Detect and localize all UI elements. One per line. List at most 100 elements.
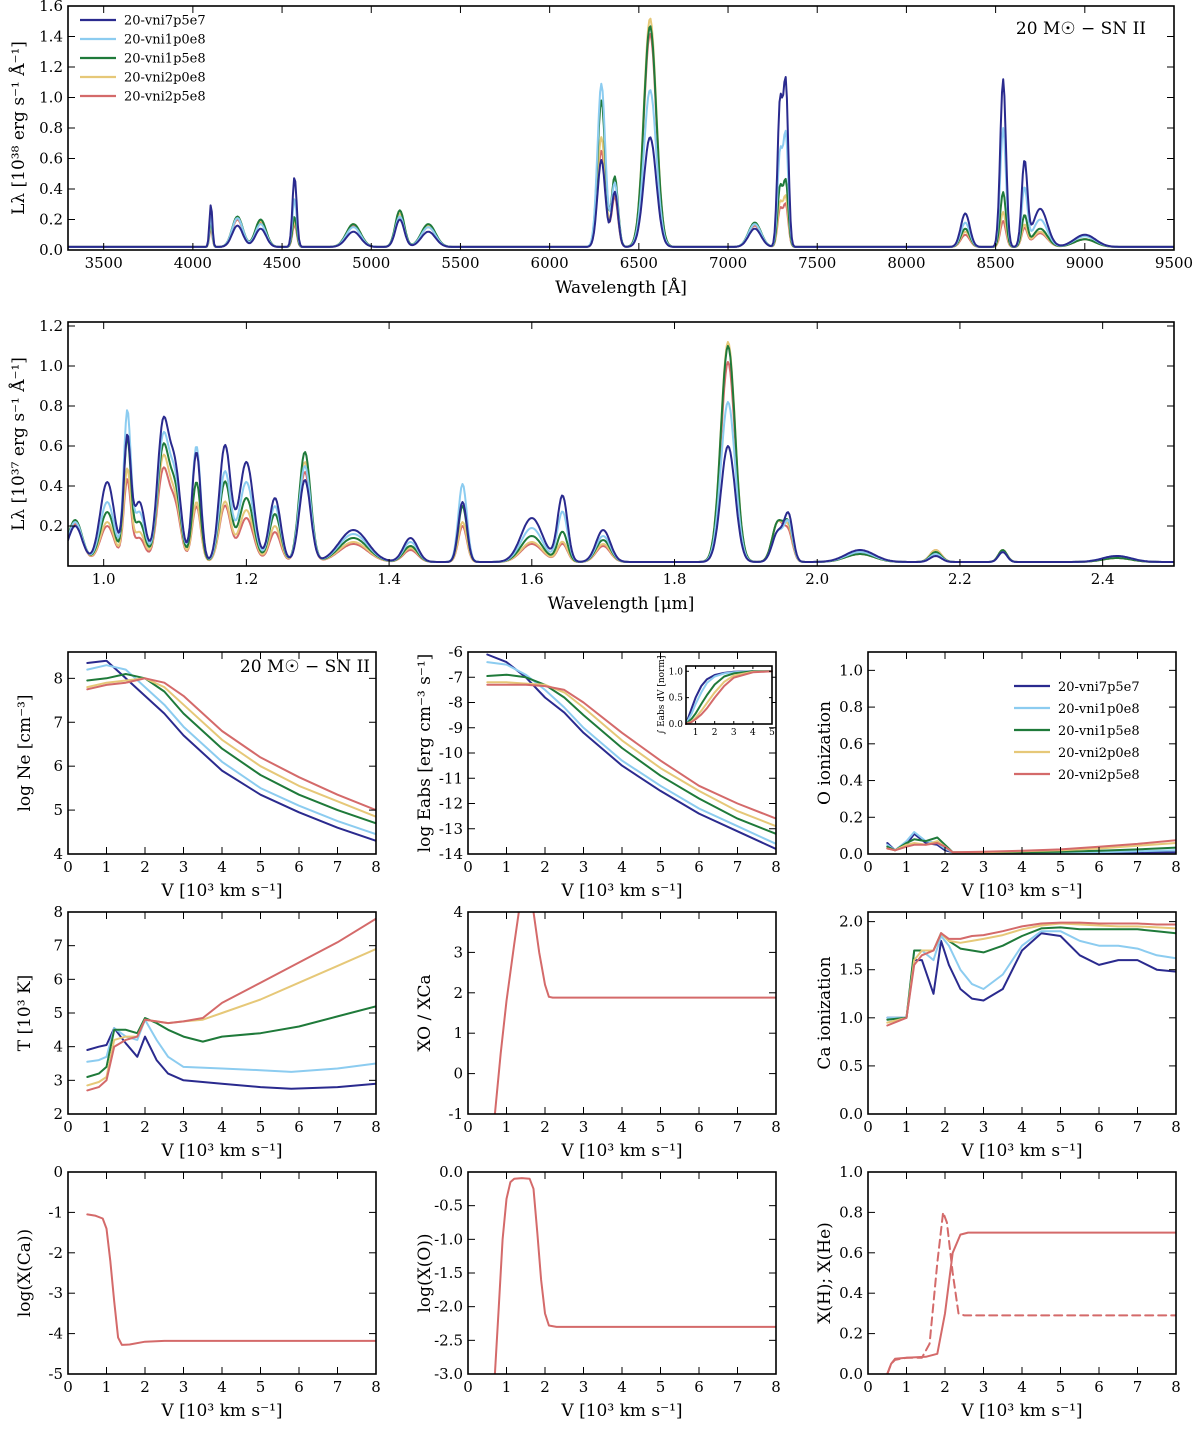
x-tick-label: 8	[771, 858, 781, 876]
x-tick-label: 7000	[709, 254, 747, 272]
x-tick-label: 4	[1017, 858, 1027, 876]
plot-frame	[867, 1171, 1177, 1375]
x-tick-label: 4	[217, 1118, 227, 1136]
chart-optical: 3500 4000 4500 5000 5500 6000 6500 7000 7500 8000…	[8, 0, 1193, 298]
legend-entry: 20-vni1p5e8	[1058, 724, 1140, 739]
x-tick-label: 0	[863, 858, 873, 876]
x-tick-label: 8	[1171, 1378, 1181, 1396]
y-axis-label: T [10³ K]	[15, 975, 35, 1052]
series-line-20-vni7p5e7	[68, 76, 1174, 248]
y-tick-label: -0.5	[434, 1197, 463, 1215]
x-tick-label: 1	[902, 1378, 912, 1396]
series-line-20-vni1p5e8	[486, 673, 776, 835]
x-tick-label: 7	[1133, 858, 1143, 876]
y-axis-label: X(H); X(He)	[815, 1222, 835, 1324]
series-line-20-vni1p5e8	[86, 1005, 376, 1078]
series-line-20-vni2p5e8	[86, 677, 376, 812]
plot-frame	[467, 651, 777, 855]
y-tick-label: 0.6	[839, 735, 863, 753]
y-tick-label: -7	[448, 668, 463, 686]
x-tick-label: 2	[140, 1118, 150, 1136]
x-tick-label: 1.4	[377, 570, 401, 588]
plot-frame	[467, 911, 777, 1115]
plot-frame	[67, 1171, 377, 1375]
series-group	[68, 17, 1174, 248]
y-tick-label: 1.6	[39, 0, 63, 15]
x-tick-label: 2	[712, 728, 718, 738]
series-line-20-vni2p5e8	[493, 912, 776, 1114]
legend-entry: 20-vni1p5e8	[124, 52, 206, 67]
series-group	[486, 653, 776, 850]
x-tick-label: 5	[656, 858, 666, 876]
x-tick-label: 0	[63, 1378, 73, 1396]
x-tick-label: 0	[863, 1378, 873, 1396]
x-tick-label: 7	[733, 858, 743, 876]
legend: 20-vni7p5e7 20-vni1p0e8 20-vni1p5e8 20-vni2…	[80, 14, 206, 105]
x-axis-label: V [10³ km s⁻¹]	[560, 1141, 682, 1161]
x-axis-label: V [10³ km s⁻¹]	[160, 1141, 282, 1161]
x-axis-label: V [10³ km s⁻¹]	[960, 881, 1082, 901]
x-tick-label: 2	[940, 858, 950, 876]
y-tick-label: 1.2	[39, 317, 63, 335]
x-tick-label: 3	[579, 1118, 589, 1136]
y-tick-label: 7	[53, 713, 63, 731]
x-tick-label: 1	[502, 858, 512, 876]
series-line-20-vni2p0e8	[486, 681, 776, 828]
series-group	[886, 831, 1176, 854]
x-tick-label: 1.2	[234, 570, 258, 588]
y-tick-label: -9	[448, 719, 463, 737]
x-tick-label: 7	[733, 1378, 743, 1396]
x-tick-label: 7	[333, 1118, 343, 1136]
y-tick-label: -4	[48, 1325, 63, 1343]
y-tick-label: 0.6	[39, 150, 63, 168]
x-tick-label: 2	[540, 1378, 550, 1396]
series-line-20-vni2p5e8	[86, 917, 376, 1092]
x-tick-label: 6	[694, 1378, 704, 1396]
series-line-20-vni1p0e8	[86, 1018, 376, 1073]
x-tick-label: 6	[1094, 858, 1104, 876]
y-axis-label: O ionization	[815, 701, 835, 805]
x-tick-label: 3	[731, 728, 737, 738]
y-tick-label: 1.2	[39, 58, 63, 76]
x-tick-label: 2.2	[948, 570, 972, 588]
x-axis-label: V [10³ km s⁻¹]	[960, 1401, 1082, 1421]
y-tick-label: 0.0	[839, 845, 863, 863]
x-tick-label: 1	[102, 1118, 112, 1136]
y-tick-label: 0.2	[39, 211, 63, 229]
y-axis-label: Lλ [10³⁸ erg s⁻¹ Å⁻¹]	[8, 41, 29, 215]
y-tick-label: 0.5	[669, 694, 684, 704]
x-tick-label: 5	[256, 1378, 266, 1396]
x-tick-label: 3	[979, 858, 989, 876]
inset-series-20-vni1p5e8	[685, 670, 773, 725]
y-tick-label: 3	[453, 943, 463, 961]
panels: 3500 4000 4500 5000 5500 6000 6500 7000 7500 8000…	[8, 0, 1193, 1421]
x-tick-label: 7	[1133, 1378, 1143, 1396]
y-axis-label: log(X(Ca))	[15, 1229, 35, 1317]
x-tick-label: 4	[617, 858, 627, 876]
legend: 20-vni7p5e7 20-vni1p0e8 20-vni1p5e8 20-vni2…	[1014, 680, 1140, 783]
chart-temp: 0 1 2 3 4 5 6 7 8 2 3 4 5 6 7 8 V [10³ km s⁻¹] T [10³ K]	[15, 903, 381, 1161]
x-tick-label: 4	[217, 858, 227, 876]
x-tick-label: 0	[463, 1378, 473, 1396]
chart-xhhe: 0 1 2 3 4 5 6 7 8 0.0 0.2 0.4 0.6 0.8 1.0 V [10³ km s⁻¹…	[815, 1163, 1181, 1421]
x-tick-label: 6	[294, 1118, 304, 1136]
inset-chart: 1 2 3 4 5 0.0 0.5 1.0∫ Eabs dV [norm]	[657, 656, 775, 738]
series-line-20-vni2p5e8	[86, 1213, 376, 1346]
x-tick-label: 4	[617, 1378, 627, 1396]
y-tick-label: 0.2	[39, 517, 63, 535]
y-tick-label: -2.0	[434, 1298, 463, 1316]
y-tick-label: 1.0	[839, 1163, 863, 1181]
y-tick-label: 1.0	[839, 1009, 863, 1027]
y-tick-label: 0.8	[39, 397, 63, 415]
y-tick-label: 5	[53, 1004, 63, 1022]
series-group	[493, 912, 776, 1114]
x-tick-label: 8500	[977, 254, 1015, 272]
y-tick-label: -10	[439, 744, 463, 762]
plot-frame	[67, 5, 1175, 251]
y-tick-label: 4	[53, 1038, 63, 1056]
x-tick-label: 8	[771, 1118, 781, 1136]
series-group	[86, 659, 376, 842]
x-tick-label: 1	[102, 858, 112, 876]
x-tick-label: 6	[294, 1378, 304, 1396]
x-tick-label: 8000	[887, 254, 925, 272]
